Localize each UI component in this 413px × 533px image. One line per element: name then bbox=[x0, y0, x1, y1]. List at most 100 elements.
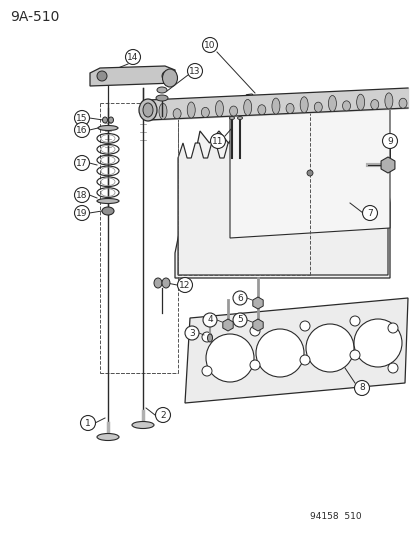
Circle shape bbox=[74, 206, 89, 221]
Ellipse shape bbox=[313, 102, 321, 112]
Circle shape bbox=[306, 170, 312, 176]
Circle shape bbox=[125, 50, 140, 64]
Ellipse shape bbox=[187, 102, 195, 118]
Circle shape bbox=[97, 71, 107, 81]
Ellipse shape bbox=[299, 97, 307, 113]
Polygon shape bbox=[230, 94, 389, 238]
Circle shape bbox=[349, 350, 359, 360]
Ellipse shape bbox=[384, 93, 392, 109]
Ellipse shape bbox=[97, 433, 119, 440]
Text: 3: 3 bbox=[189, 328, 195, 337]
Ellipse shape bbox=[229, 106, 237, 116]
Polygon shape bbox=[252, 297, 263, 309]
Polygon shape bbox=[90, 66, 175, 86]
Polygon shape bbox=[252, 319, 263, 331]
Text: 4: 4 bbox=[206, 316, 212, 325]
Ellipse shape bbox=[257, 105, 265, 115]
Ellipse shape bbox=[97, 198, 119, 204]
Circle shape bbox=[305, 324, 353, 372]
Circle shape bbox=[74, 188, 89, 203]
Circle shape bbox=[206, 334, 254, 382]
Circle shape bbox=[177, 278, 192, 293]
Circle shape bbox=[187, 63, 202, 78]
Circle shape bbox=[74, 123, 89, 138]
Text: 9A-510: 9A-510 bbox=[10, 10, 59, 24]
Circle shape bbox=[233, 291, 247, 305]
Text: 17: 17 bbox=[76, 158, 88, 167]
Ellipse shape bbox=[98, 125, 118, 131]
Ellipse shape bbox=[108, 117, 113, 123]
Circle shape bbox=[387, 323, 397, 333]
Ellipse shape bbox=[157, 87, 166, 93]
Text: 18: 18 bbox=[76, 190, 88, 199]
Ellipse shape bbox=[243, 99, 251, 116]
Text: 8: 8 bbox=[358, 384, 364, 392]
Circle shape bbox=[299, 321, 309, 331]
Ellipse shape bbox=[370, 100, 378, 110]
Ellipse shape bbox=[162, 69, 177, 87]
Ellipse shape bbox=[328, 95, 336, 111]
Ellipse shape bbox=[142, 103, 153, 117]
Circle shape bbox=[233, 313, 247, 327]
Ellipse shape bbox=[156, 95, 168, 101]
Ellipse shape bbox=[102, 207, 114, 215]
Circle shape bbox=[202, 313, 216, 327]
Text: 12: 12 bbox=[179, 280, 190, 289]
Text: 19: 19 bbox=[76, 208, 88, 217]
Ellipse shape bbox=[356, 94, 364, 110]
Circle shape bbox=[74, 156, 89, 171]
Polygon shape bbox=[185, 298, 407, 403]
Circle shape bbox=[349, 316, 359, 326]
Text: 14: 14 bbox=[127, 52, 138, 61]
Polygon shape bbox=[178, 143, 387, 275]
Circle shape bbox=[299, 355, 309, 365]
Circle shape bbox=[354, 381, 369, 395]
Ellipse shape bbox=[342, 101, 350, 111]
Circle shape bbox=[255, 329, 303, 377]
Ellipse shape bbox=[173, 109, 180, 119]
Text: 15: 15 bbox=[76, 114, 88, 123]
Text: 5: 5 bbox=[237, 316, 242, 325]
Circle shape bbox=[202, 37, 217, 52]
Circle shape bbox=[74, 110, 89, 125]
Ellipse shape bbox=[207, 334, 212, 342]
Ellipse shape bbox=[102, 117, 107, 123]
Ellipse shape bbox=[398, 98, 406, 108]
Circle shape bbox=[249, 326, 259, 336]
Ellipse shape bbox=[285, 103, 293, 114]
Text: 11: 11 bbox=[212, 136, 223, 146]
Ellipse shape bbox=[161, 278, 170, 288]
Circle shape bbox=[161, 71, 171, 81]
Text: 2: 2 bbox=[160, 410, 166, 419]
Ellipse shape bbox=[139, 99, 157, 121]
Ellipse shape bbox=[229, 117, 234, 119]
Text: 6: 6 bbox=[237, 294, 242, 303]
Circle shape bbox=[202, 366, 211, 376]
Circle shape bbox=[155, 408, 170, 423]
Ellipse shape bbox=[215, 101, 223, 117]
Text: 7: 7 bbox=[366, 208, 372, 217]
Polygon shape bbox=[222, 319, 233, 331]
Circle shape bbox=[353, 319, 401, 367]
Polygon shape bbox=[380, 157, 394, 173]
Ellipse shape bbox=[154, 278, 161, 288]
Ellipse shape bbox=[237, 117, 242, 119]
Circle shape bbox=[185, 326, 199, 340]
Circle shape bbox=[210, 133, 225, 149]
Text: 16: 16 bbox=[76, 125, 88, 134]
Circle shape bbox=[382, 133, 396, 149]
Ellipse shape bbox=[201, 107, 209, 117]
Circle shape bbox=[362, 206, 377, 221]
Circle shape bbox=[249, 360, 259, 370]
Text: 94158  510: 94158 510 bbox=[309, 512, 361, 521]
Ellipse shape bbox=[271, 98, 279, 114]
Text: 9: 9 bbox=[386, 136, 392, 146]
Text: 10: 10 bbox=[204, 41, 215, 50]
Text: 1: 1 bbox=[85, 418, 91, 427]
Circle shape bbox=[202, 332, 211, 342]
Text: 13: 13 bbox=[189, 67, 200, 76]
Ellipse shape bbox=[132, 422, 154, 429]
Circle shape bbox=[80, 416, 95, 431]
Circle shape bbox=[387, 363, 397, 373]
Polygon shape bbox=[175, 131, 389, 278]
